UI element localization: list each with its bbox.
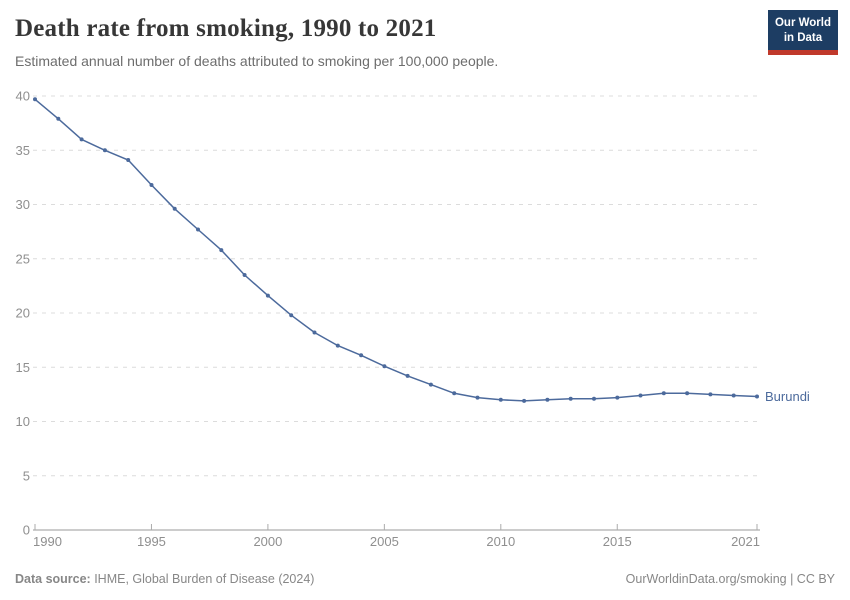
data-point[interactable] [33, 97, 37, 102]
owid-logo-line1: Our World [774, 17, 831, 29]
data-point[interactable] [359, 353, 364, 358]
data-point[interactable] [56, 116, 61, 121]
chart-subtitle: Estimated annual number of deaths attrib… [15, 53, 499, 69]
y-tick-label: 35 [16, 143, 30, 158]
x-tick-label: 1995 [137, 534, 166, 549]
x-tick-label: 2010 [486, 534, 515, 549]
data-point[interactable] [522, 398, 527, 403]
data-point[interactable] [475, 395, 480, 400]
data-point[interactable] [731, 393, 736, 398]
chart-title: Death rate from smoking, 1990 to 2021 [15, 15, 437, 42]
data-point[interactable] [382, 364, 387, 369]
credit-link[interactable]: OurWorldinData.org/smoking | CC BY [625, 572, 835, 586]
data-point[interactable] [708, 392, 713, 397]
data-point[interactable] [102, 148, 107, 153]
owid-logo[interactable]: Our World in Data [767, 10, 838, 55]
data-point[interactable] [312, 330, 317, 335]
series-line[interactable] [34, 98, 758, 402]
data-point[interactable] [289, 313, 294, 318]
data-point[interactable] [405, 373, 410, 378]
data-point[interactable] [335, 343, 340, 348]
data-point[interactable] [242, 273, 247, 277]
x-tick-label: 2005 [370, 534, 399, 549]
data-point[interactable] [79, 137, 84, 142]
y-tick-label: 15 [16, 360, 30, 375]
y-tick-label: 5 [23, 468, 30, 483]
data-point[interactable] [219, 248, 224, 253]
data-point[interactable] [592, 396, 596, 401]
data-point[interactable] [638, 393, 643, 398]
y-tick-label: 30 [16, 197, 30, 212]
data-point[interactable] [661, 391, 666, 396]
chart-header: Death rate from smoking, 1990 to 2021 Es… [15, 10, 838, 70]
data-point[interactable] [196, 227, 200, 232]
data-point[interactable] [452, 391, 457, 396]
x-tick-label: 1990 [33, 534, 62, 549]
y-tick-label: 10 [16, 414, 30, 429]
data-point[interactable] [149, 183, 154, 187]
series-end-label[interactable]: Burundi [765, 389, 810, 404]
x-tick-label: 2015 [603, 534, 632, 549]
data-point[interactable] [126, 158, 131, 162]
x-tick-label: 2000 [253, 534, 282, 549]
data-point[interactable] [568, 396, 573, 401]
data-point[interactable] [428, 382, 433, 387]
data-source: Data source: IHME, Global Burden of Dise… [15, 572, 314, 587]
chart-footer: Data source: IHME, Global Burden of Dise… [15, 572, 835, 587]
data-source-text[interactable]: IHME, Global Burden of Disease (2024) [90, 572, 315, 586]
data-point[interactable] [172, 206, 177, 211]
data-point[interactable] [685, 391, 690, 396]
owid-logo-line2: in Data [783, 31, 823, 44]
data-source-label: Data source: [15, 572, 91, 586]
y-tick-label: 40 [16, 89, 30, 104]
y-tick-label: 25 [16, 251, 30, 266]
data-point[interactable] [615, 395, 620, 400]
y-tick-label: 0 [23, 523, 30, 538]
y-tick-label: 20 [16, 306, 30, 321]
data-point[interactable] [755, 394, 759, 399]
data-point[interactable] [265, 293, 270, 298]
x-tick-label: 2021 [731, 534, 760, 549]
data-point[interactable] [498, 397, 503, 402]
data-point[interactable] [545, 397, 550, 402]
